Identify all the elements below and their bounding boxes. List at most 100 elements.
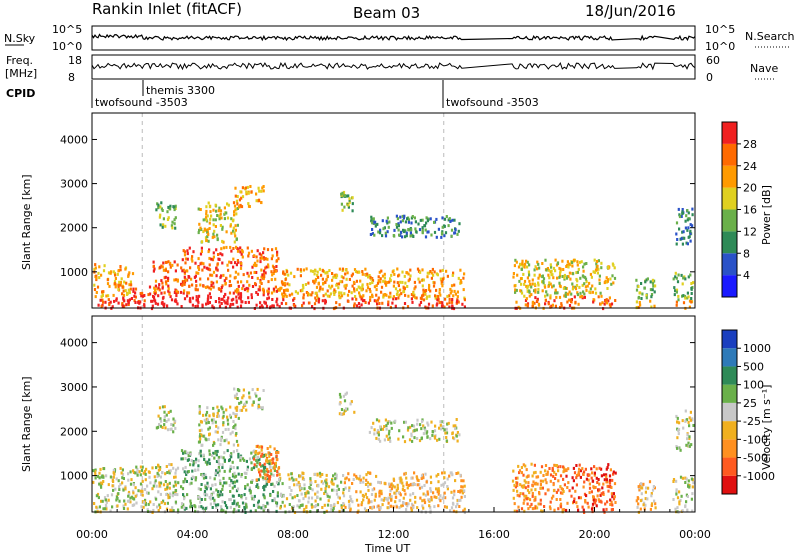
scatter-cell: [232, 257, 235, 261]
scatter-cell: [675, 288, 679, 292]
scatter-cell: [157, 294, 160, 298]
scatter-cell: [92, 469, 95, 473]
scatter-cell: [688, 416, 691, 420]
scatter-cell: [204, 497, 207, 501]
scatter-cell: [345, 391, 348, 395]
scatter-cell: [593, 473, 596, 477]
scatter-cell: [223, 279, 226, 283]
scatter-cell: [563, 469, 566, 473]
scatter-cell: [183, 270, 186, 274]
scatter-cell: [122, 507, 126, 510]
scatter-cell: [202, 434, 205, 438]
scatter-cell: [229, 432, 232, 436]
scatter-cell: [544, 294, 547, 298]
scatter-cell: [437, 489, 441, 493]
scatter-cell: [446, 294, 449, 298]
scatter-cell: [373, 428, 376, 432]
scatter-cell: [675, 303, 678, 307]
scatter-cell: [225, 245, 228, 249]
scatter-cell: [95, 505, 98, 509]
scatter-cell: [525, 497, 528, 501]
scatter-cell: [201, 304, 204, 308]
scatter-cell: [688, 424, 691, 428]
scatter-cell: [205, 212, 208, 216]
scatter-cell: [689, 410, 692, 414]
colorbar-swatch: [722, 366, 737, 385]
scatter-cell: [101, 294, 104, 297]
scatter-cell: [235, 413, 238, 417]
scatter-cell: [109, 509, 112, 513]
scatter-cell: [344, 272, 347, 276]
scatter-cell: [267, 508, 270, 512]
scatter-cell: [363, 299, 366, 302]
colorbar-tick-label: -500: [743, 452, 768, 465]
scatter-cell: [344, 392, 347, 396]
scatter-cell: [270, 278, 273, 282]
scatter-cell: [378, 270, 381, 274]
scatter-cell: [351, 500, 354, 504]
scatter-cell: [588, 482, 591, 486]
scatter-cell: [644, 503, 647, 507]
scatter-cell: [293, 297, 296, 300]
scatter-cell: [411, 439, 414, 443]
scatter-cell: [522, 473, 525, 477]
scatter-cell: [197, 257, 200, 261]
colorbar-tick-label: 20: [743, 182, 757, 195]
scatter-cell: [584, 499, 587, 502]
scatter-cell: [316, 490, 319, 494]
scatter-cell: [313, 302, 317, 306]
scatter-cell: [166, 501, 169, 505]
scatter-cell: [672, 480, 675, 483]
scatter-cell: [229, 413, 232, 417]
scatter-cell: [264, 505, 267, 508]
scatter-cell: [220, 247, 223, 251]
scatter-cell: [526, 502, 529, 506]
scatter-cell: [459, 498, 462, 502]
scatter-cell: [600, 294, 603, 298]
scatter-cell: [396, 217, 399, 221]
freq-line: [91, 61, 696, 71]
scatter-cell: [370, 493, 374, 496]
station-title: Rankin Inlet (fitACF): [92, 0, 242, 18]
scatter-cell: [412, 294, 415, 298]
scatter-cell: [514, 476, 518, 480]
scatter-cell: [383, 425, 386, 428]
scatter-cell: [199, 277, 202, 281]
scatter-cell: [191, 283, 194, 287]
scatter-cell: [528, 491, 531, 495]
scatter-cell: [163, 423, 166, 427]
scatter-cell: [678, 213, 681, 217]
scatter-cell: [585, 288, 588, 292]
scatter-cell: [543, 284, 546, 288]
scatter-cell: [146, 508, 149, 512]
scatter-cell: [232, 265, 235, 269]
scatter-cell: [230, 261, 233, 265]
scatter-cell: [592, 270, 595, 274]
scatter-cell: [523, 279, 527, 283]
scatter-cell: [536, 267, 539, 271]
scatter-cell: [332, 275, 335, 279]
scatter-cell: [102, 290, 105, 294]
scatter-cell: [164, 472, 167, 476]
scatter-cell: [572, 285, 575, 289]
scatter-cell: [236, 259, 239, 262]
scatter-cell: [398, 293, 401, 297]
scatter-cell: [169, 265, 172, 269]
scatter-cell: [133, 294, 136, 298]
scatter-cell: [289, 271, 293, 275]
scatter-cell: [342, 276, 345, 280]
scatter-cell: [537, 502, 540, 506]
scatter-cell: [426, 421, 429, 425]
scatter-cell: [458, 505, 461, 508]
scatter-cell: [159, 492, 162, 496]
scatter-cell: [450, 289, 453, 293]
scatter-cell: [253, 455, 256, 459]
scatter-cell: [191, 296, 194, 300]
scatter-cell: [369, 295, 372, 299]
scatter-cell: [116, 272, 119, 276]
scatter-cell: [580, 294, 584, 298]
scatter-cell: [119, 268, 122, 272]
scatter-cell: [604, 299, 607, 303]
scatter-cell: [259, 256, 262, 260]
scatter-cell: [377, 431, 380, 435]
